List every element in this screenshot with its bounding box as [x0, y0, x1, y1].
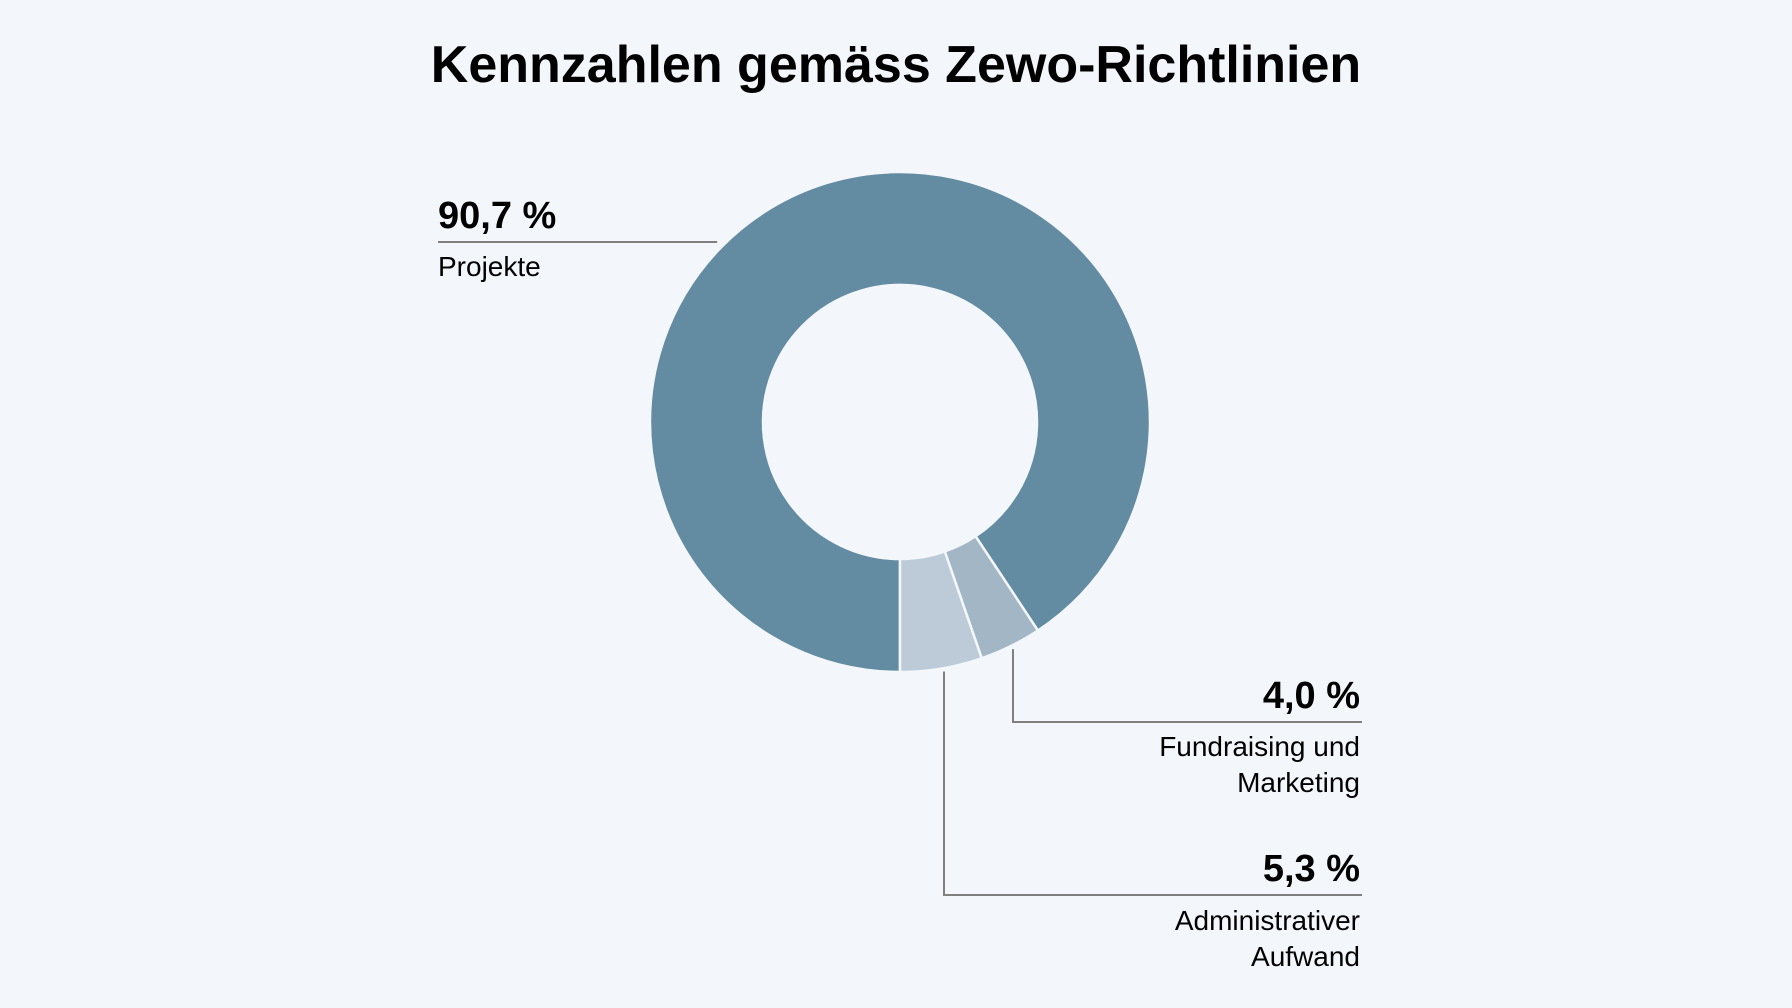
leader-administrativ [943, 671, 1362, 896]
labels-layer: 90,7 % Projekte 4,0 % Fundraising und Market… [438, 195, 1362, 972]
category-label-fundraising: Fundraising und [1159, 731, 1360, 762]
slice-administrativ [898, 549, 984, 674]
percent-label-fundraising: 4,0 % [1263, 675, 1360, 717]
category-label-administrativ: Administrativer [1175, 905, 1360, 936]
slices-layer [648, 170, 1152, 674]
chart-title: Kennzahlen gemäss Zewo-Richtlinien [431, 36, 1361, 94]
leader-fundraising [1012, 649, 1362, 723]
percent-label-projekte: 90,7 % [438, 195, 556, 237]
category-label-fundraising: Marketing [1237, 767, 1360, 798]
category-label-administrativ: Aufwand [1251, 941, 1360, 972]
category-label-projekte: Projekte [438, 251, 541, 282]
slice-projekte [648, 170, 1152, 674]
percent-label-administrativ: 5,3 % [1263, 848, 1360, 890]
